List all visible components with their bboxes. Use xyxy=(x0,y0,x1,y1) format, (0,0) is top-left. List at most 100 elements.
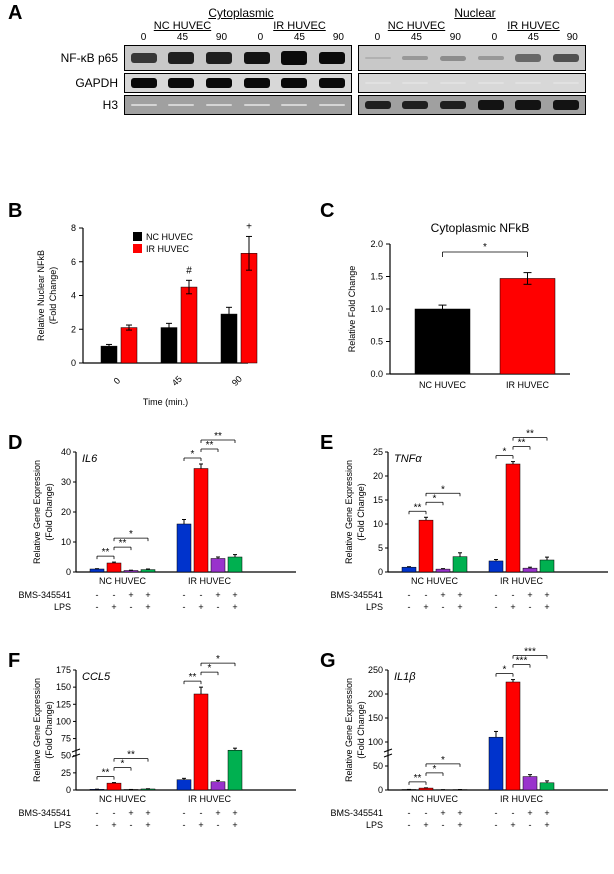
svg-text:**: ** xyxy=(119,538,127,549)
panel-d-chart: 010203040IL6NC HUVECIR HUVEC**********Re… xyxy=(28,446,313,656)
svg-text:0: 0 xyxy=(66,567,71,577)
svg-text:-: - xyxy=(183,602,186,612)
cond-ir-nuc: IR HUVEC xyxy=(475,20,592,32)
svg-text:-: - xyxy=(113,590,116,600)
svg-text:20: 20 xyxy=(61,507,71,517)
svg-text:*: * xyxy=(441,755,445,766)
timepoint: 0 xyxy=(124,32,163,43)
blot-band xyxy=(440,101,466,110)
svg-text:1.0: 1.0 xyxy=(370,304,383,314)
svg-text:-: - xyxy=(442,602,445,612)
panel-d-label: D xyxy=(8,432,22,455)
svg-text:IR HUVEC: IR HUVEC xyxy=(188,576,232,586)
blot-band xyxy=(478,100,504,109)
svg-text:*: * xyxy=(121,759,125,770)
svg-text:**: ** xyxy=(102,768,110,779)
svg-text:+: + xyxy=(145,808,150,818)
svg-text:Relative Nuclear NFkB: Relative Nuclear NFkB xyxy=(36,250,46,341)
svg-text:50: 50 xyxy=(373,761,383,771)
svg-text:-: - xyxy=(217,602,220,612)
svg-text:+: + xyxy=(232,602,237,612)
svg-text:LPS: LPS xyxy=(366,820,383,830)
svg-text:40: 40 xyxy=(61,447,71,457)
svg-text:100: 100 xyxy=(56,716,71,726)
svg-text:Relative Gene Expression: Relative Gene Expression xyxy=(32,678,42,782)
svg-text:-: - xyxy=(217,820,220,830)
svg-text:15: 15 xyxy=(373,495,383,505)
svg-text:-: - xyxy=(512,808,515,818)
svg-text:NC HUVEC: NC HUVEC xyxy=(99,576,147,586)
svg-text:**: ** xyxy=(127,750,135,761)
svg-text:10: 10 xyxy=(373,519,383,529)
svg-text:-: - xyxy=(113,808,116,818)
svg-text:+: + xyxy=(544,590,549,600)
svg-text:+: + xyxy=(423,820,428,830)
blot-lane-box xyxy=(358,45,586,71)
svg-text:+: + xyxy=(215,808,220,818)
svg-text:BMS-345541: BMS-345541 xyxy=(18,808,71,818)
blot-band xyxy=(206,78,232,88)
svg-text:*: * xyxy=(129,529,133,540)
svg-text:NC HUVEC: NC HUVEC xyxy=(411,794,459,804)
svg-text:***: *** xyxy=(524,647,536,658)
svg-text:IL1β: IL1β xyxy=(394,671,416,683)
blot-band xyxy=(281,104,307,106)
blot-band xyxy=(281,78,307,88)
svg-text:Relative Gene Expression: Relative Gene Expression xyxy=(344,460,354,564)
svg-text:2.0: 2.0 xyxy=(370,239,383,249)
svg-text:-: - xyxy=(408,820,411,830)
svg-text:IR HUVEC: IR HUVEC xyxy=(506,380,550,390)
svg-text:-: - xyxy=(425,590,428,600)
blot-lane-box xyxy=(124,45,352,71)
blot-band xyxy=(131,78,157,88)
blot-band xyxy=(553,82,579,84)
blot-band xyxy=(131,104,157,106)
blot-band xyxy=(244,52,270,64)
svg-text:+: + xyxy=(440,808,445,818)
svg-text:150: 150 xyxy=(368,713,383,723)
svg-text:20: 20 xyxy=(373,471,383,481)
svg-text:0.0: 0.0 xyxy=(370,369,383,379)
timepoint: 90 xyxy=(553,32,592,43)
svg-text:45: 45 xyxy=(170,374,184,388)
svg-text:Relative Gene Expression: Relative Gene Expression xyxy=(344,678,354,782)
svg-text:+: + xyxy=(423,602,428,612)
svg-text:75: 75 xyxy=(61,734,71,744)
svg-text:*: * xyxy=(441,484,445,495)
blot-band xyxy=(319,52,345,65)
svg-text:TNFα: TNFα xyxy=(394,453,422,465)
blot-band xyxy=(319,78,345,88)
blot-band xyxy=(365,82,391,84)
panel-f-label: F xyxy=(8,650,20,673)
svg-text:*: * xyxy=(503,447,507,458)
svg-text:90: 90 xyxy=(230,374,244,388)
svg-text:+: + xyxy=(128,808,133,818)
timepoint: 90 xyxy=(436,32,475,43)
blot-band xyxy=(478,56,504,60)
svg-text:+: + xyxy=(128,590,133,600)
svg-text:-: - xyxy=(495,808,498,818)
blot-row-label: GAPDH xyxy=(52,76,124,90)
cond-nc-nuc: NC HUVEC xyxy=(358,20,475,32)
svg-text:-: - xyxy=(495,602,498,612)
blot-band xyxy=(168,52,194,63)
svg-text:1.5: 1.5 xyxy=(370,272,383,282)
svg-text:**: ** xyxy=(526,429,534,440)
svg-text:**: ** xyxy=(102,547,110,558)
svg-text:+: + xyxy=(527,590,532,600)
svg-text:4: 4 xyxy=(71,291,76,301)
svg-text:-: - xyxy=(495,590,498,600)
blot-band xyxy=(515,54,541,61)
svg-text:BMS-345541: BMS-345541 xyxy=(330,590,383,600)
svg-text:-: - xyxy=(408,808,411,818)
svg-text:+: + xyxy=(198,602,203,612)
svg-text:125: 125 xyxy=(56,699,71,709)
svg-text:IR HUVEC: IR HUVEC xyxy=(188,794,232,804)
svg-text:250: 250 xyxy=(368,665,383,675)
svg-text:(Fold Change): (Fold Change) xyxy=(356,483,366,541)
blot-band xyxy=(206,52,232,63)
svg-text:-: - xyxy=(96,820,99,830)
blot-band xyxy=(244,78,270,88)
fraction-nuclear: Nuclear xyxy=(358,6,592,20)
blot-band xyxy=(515,100,541,109)
